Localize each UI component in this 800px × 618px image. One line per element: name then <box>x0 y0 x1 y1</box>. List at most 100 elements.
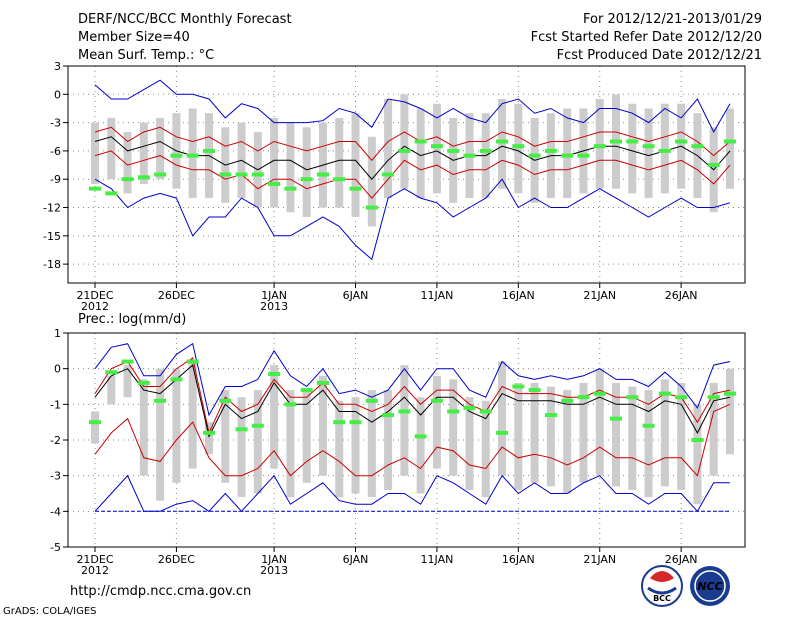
median-marker <box>333 420 346 425</box>
median-marker <box>251 423 264 428</box>
median-marker <box>675 395 688 400</box>
median-marker <box>512 144 525 149</box>
y-tick-label: -6 <box>50 145 61 158</box>
median-marker <box>89 186 101 191</box>
spread-box <box>335 117 344 208</box>
bcc-logo: BCC <box>641 565 683 607</box>
median-marker <box>105 370 118 375</box>
spread-box <box>498 361 507 476</box>
y-tick-label: -5 <box>50 541 61 554</box>
refer-date: Fcst Started Refer Date 2012/12/20 <box>531 30 762 45</box>
median-marker <box>463 153 476 158</box>
panel1-variable-label: Mean Surf. Temp.: °C <box>78 48 214 63</box>
y-tick-label: -4 <box>50 505 61 518</box>
source-url[interactable]: http://cmdp.ncc.cma.gov.cn <box>70 584 251 599</box>
median-marker <box>284 186 297 191</box>
median-marker <box>463 405 476 410</box>
median-marker <box>398 409 411 414</box>
median-marker <box>658 148 671 153</box>
median-marker <box>430 144 443 149</box>
spread-box <box>351 113 360 217</box>
median-marker <box>382 413 395 418</box>
spread-box <box>530 382 539 483</box>
spread-box <box>498 99 507 189</box>
spread-box <box>416 397 425 494</box>
series-line-lower <box>94 150 731 199</box>
median-marker <box>398 148 411 153</box>
median-marker <box>300 388 313 393</box>
x-tick-year: 2012 <box>81 300 109 313</box>
grads-credit: GrADS: COLA/IGES <box>3 606 97 617</box>
spread-box <box>693 404 702 505</box>
median-marker <box>691 144 704 149</box>
produced-date: Fcst Produced Date 2012/12/21 <box>557 48 762 63</box>
spread-box <box>579 382 588 483</box>
median-marker <box>268 181 281 186</box>
spread-box <box>253 390 262 494</box>
median-marker <box>447 148 460 153</box>
median-marker <box>610 139 623 144</box>
x-tick-year: 2012 <box>81 564 109 577</box>
x-tick-year: 2013 <box>260 300 288 313</box>
x-tick-label: 11JAN <box>421 553 454 566</box>
median-marker <box>219 172 232 177</box>
series-line-mean <box>94 364 731 438</box>
spread-box <box>286 122 295 213</box>
spread-box <box>709 382 718 476</box>
median-marker <box>105 191 118 196</box>
member-size: Member Size=40 <box>78 30 190 45</box>
spread-box <box>481 400 490 498</box>
series-line-mean <box>94 136 731 180</box>
series-line-max <box>94 79 731 134</box>
series-line-max <box>94 342 731 417</box>
figure-title: DERF/NCC/BCC Monthly Forecast <box>78 12 292 27</box>
median-marker <box>642 144 655 149</box>
spread-box <box>139 122 148 184</box>
median-marker <box>577 395 590 400</box>
median-marker <box>707 395 720 400</box>
panel2-variable-label: Prec.: log(mm/d) <box>78 312 186 327</box>
median-marker <box>496 430 509 435</box>
median-marker <box>691 438 704 442</box>
median-marker <box>170 153 183 158</box>
spread-box <box>726 368 734 455</box>
x-tick-label: 21DEC <box>76 553 113 566</box>
median-marker <box>610 416 623 421</box>
median-marker <box>365 398 378 403</box>
spread-box <box>628 103 637 194</box>
x-tick-label: 21DEC <box>76 289 113 302</box>
median-marker <box>349 186 362 191</box>
y-tick-label: -1 <box>50 398 61 411</box>
spread-box <box>400 94 409 189</box>
median-marker <box>430 398 443 403</box>
x-tick-label: 26JAN <box>665 553 698 566</box>
median-marker <box>626 395 639 400</box>
median-marker <box>382 172 395 177</box>
spread-box <box>91 122 99 184</box>
spread-box <box>563 108 572 199</box>
median-marker <box>235 172 248 177</box>
median-marker <box>186 153 199 158</box>
median-marker <box>414 434 427 439</box>
y-tick-label: -15 <box>43 230 61 243</box>
spread-box <box>595 99 604 189</box>
spread-box <box>367 136 376 227</box>
median-marker <box>219 398 232 403</box>
median-marker <box>316 380 329 385</box>
median-marker <box>593 144 606 149</box>
y-tick-label: -2 <box>50 434 61 447</box>
median-marker <box>251 172 264 177</box>
median-marker <box>268 372 281 377</box>
median-marker <box>675 139 688 144</box>
spread-box <box>318 375 327 476</box>
spread-box <box>270 117 279 208</box>
median-marker <box>577 153 590 158</box>
median-marker <box>284 402 297 407</box>
y-tick-label: 0 <box>54 363 61 376</box>
ncc-logo: NCC <box>690 566 730 606</box>
spread-box <box>188 108 197 199</box>
median-marker <box>137 380 150 385</box>
median-marker <box>593 391 606 396</box>
